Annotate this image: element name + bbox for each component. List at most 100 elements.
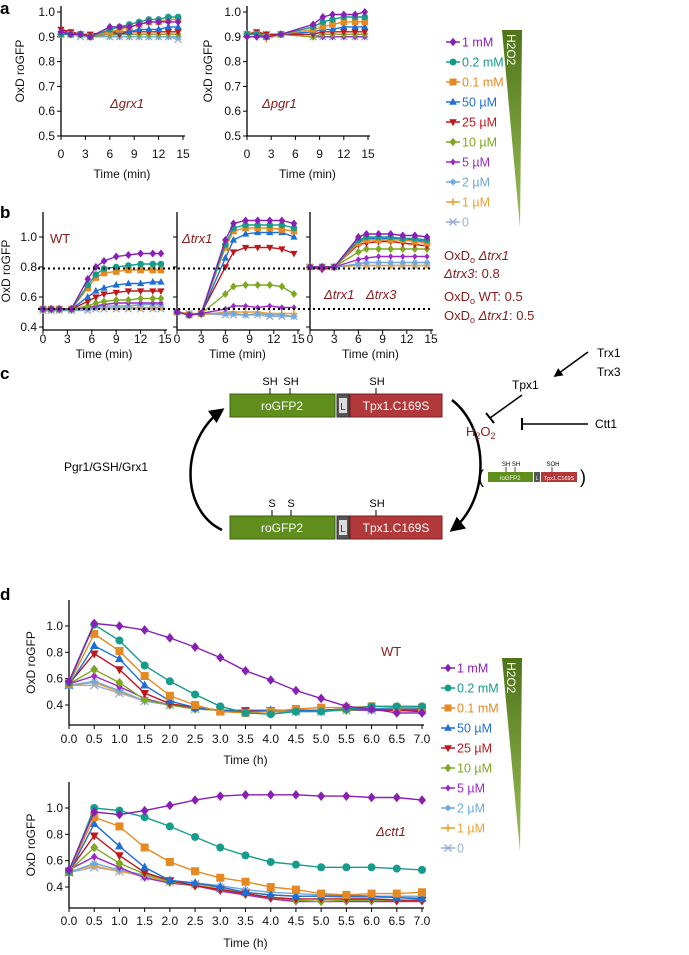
series-1mM	[57, 17, 182, 41]
data-point	[266, 216, 274, 225]
data-point	[157, 260, 165, 268]
x-tick-label: 5.5	[338, 914, 355, 928]
data-point	[230, 282, 237, 291]
svg-text:SH: SH	[262, 376, 277, 388]
data-point	[266, 675, 275, 685]
x-tick-label: 3.0	[212, 732, 229, 746]
series-1mM	[173, 216, 298, 319]
data-point	[165, 691, 174, 700]
data-point	[125, 266, 132, 274]
y-tick-label: 0.7	[38, 79, 55, 93]
legend-item: 0	[446, 216, 469, 230]
data-point	[137, 294, 144, 303]
svg-text:S: S	[287, 498, 294, 510]
data-point	[423, 233, 431, 241]
data-point	[216, 707, 225, 716]
data-point	[67, 30, 75, 39]
data-point	[140, 862, 150, 871]
series-1mM	[243, 8, 369, 41]
data-point	[216, 873, 225, 882]
chart-annotation: Δpgr1	[261, 96, 297, 111]
x-axis-label: Time (min)	[76, 347, 133, 361]
svg-text:roGFP2: roGFP2	[261, 521, 303, 535]
data-point	[328, 25, 337, 32]
data-point	[355, 260, 362, 268]
legend-label: 5 µM	[457, 782, 485, 796]
data-point	[241, 877, 250, 886]
data-point	[145, 25, 153, 32]
data-point	[375, 253, 382, 260]
data-point	[399, 259, 407, 266]
legend-label: 0.1 mM	[457, 702, 499, 716]
y-axis-label: OxD roGFP	[24, 814, 38, 877]
data-point	[92, 287, 100, 294]
data-point	[278, 246, 286, 253]
x-tick-label: 0.5	[86, 732, 103, 746]
x-tick-label: 0.0	[61, 732, 78, 746]
data-point	[90, 664, 99, 675]
y-tick-label: 0.8	[46, 645, 63, 659]
legend-item: 5 µM	[441, 782, 485, 796]
x-tick-label: 3	[82, 147, 89, 161]
data-point	[266, 228, 274, 236]
h2o2-label: H2O2	[466, 424, 496, 441]
x-tick-label: 3.5	[237, 914, 254, 928]
y-tick-label: 1.0	[46, 619, 63, 633]
x-tick-label: 0	[40, 332, 47, 346]
svg-text:SH: SH	[502, 462, 510, 468]
data-point	[342, 863, 351, 872]
x-tick-label: 0	[307, 332, 314, 346]
y-tick-label: 0.4	[46, 698, 63, 712]
data-point	[191, 795, 200, 805]
data-point	[125, 27, 133, 35]
legend-label: 25 µM	[457, 742, 492, 756]
data-point	[92, 271, 100, 278]
data-point	[418, 888, 426, 897]
data-point	[140, 805, 149, 816]
x-tick-label: 3	[268, 147, 275, 161]
series-line	[68, 644, 422, 713]
data-point	[329, 21, 336, 28]
data-point	[392, 708, 401, 718]
data-point	[165, 822, 174, 831]
x-tick-label: 6.0	[363, 732, 380, 746]
data-point	[241, 887, 250, 896]
x-tick-label: 0	[58, 147, 65, 161]
data-point	[329, 16, 336, 23]
data-point	[361, 18, 369, 26]
legend-item: 1 mM	[441, 662, 488, 676]
data-point	[367, 863, 376, 872]
data-point	[340, 29, 348, 36]
svg-text:Tpx1.C169S: Tpx1.C169S	[544, 476, 575, 482]
legend-marker-icon	[450, 158, 456, 166]
data-point	[164, 22, 172, 30]
x-tick-label: 12	[134, 332, 148, 346]
x-tick-label: 1.5	[136, 732, 153, 746]
series-line	[246, 31, 365, 35]
legend-marker-icon	[444, 824, 452, 832]
data-point	[125, 251, 132, 259]
data-point	[319, 18, 327, 26]
data-point	[418, 865, 426, 874]
x-tick-label: 9	[316, 147, 323, 161]
data-point	[355, 256, 362, 263]
x-tick-label: 15	[291, 332, 305, 346]
data-point	[266, 311, 274, 319]
data-point	[266, 857, 275, 866]
y-tick-label: 0.9	[38, 30, 55, 44]
data-point	[241, 244, 250, 252]
legend-label: 1 mM	[462, 36, 493, 50]
data-point	[90, 859, 99, 868]
data-point	[90, 677, 99, 686]
data-point	[112, 252, 120, 261]
data-point	[392, 864, 401, 873]
x-tick-label: 15	[424, 332, 438, 346]
data-point	[330, 263, 338, 271]
data-point	[267, 302, 273, 310]
svg-text:SH: SH	[369, 498, 384, 510]
data-point	[137, 249, 144, 258]
data-point	[241, 851, 250, 860]
x-tick-label: 3.5	[237, 732, 254, 746]
data-point	[84, 302, 92, 310]
data-point	[154, 25, 163, 32]
